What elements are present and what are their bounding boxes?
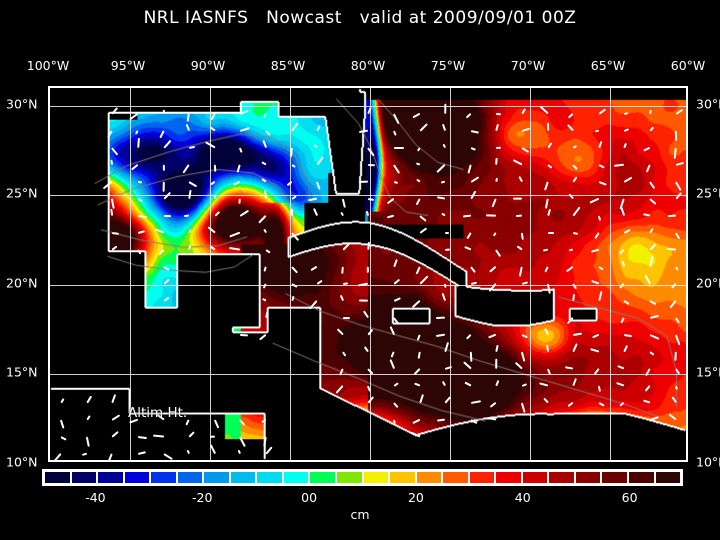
colorbar-swatch (442, 471, 469, 484)
colorbar-swatch (282, 471, 310, 484)
figure-title: NRL IASNFS Nowcast valid at 2009/09/01 0… (143, 8, 577, 28)
colorbar-swatch (44, 471, 71, 484)
colorbar-swatch (203, 471, 230, 484)
colorbar-swatch (362, 471, 390, 484)
colorbar-swatch (548, 471, 575, 484)
map-panel[interactable] (48, 86, 688, 462)
current-vector (393, 147, 404, 149)
colorbar-swatch (229, 471, 257, 484)
current-vector (290, 209, 293, 216)
colorbar-unit: cm (350, 507, 370, 522)
colorbar-swatch (574, 471, 602, 484)
lon-tick-label: 80°W (350, 58, 386, 73)
colorbar[interactable] (42, 469, 683, 486)
lon-tick-label: 100°W (26, 58, 70, 73)
lat-tick-label: 15°N (696, 364, 720, 380)
colorbar-tick-label: 20 (407, 490, 424, 505)
colorbar-swatch (176, 471, 204, 484)
colorbar-swatch (521, 471, 549, 484)
lon-tick-label: 65°W (590, 58, 626, 73)
current-vector (342, 317, 350, 319)
current-vector (513, 198, 523, 200)
current-vector (470, 351, 473, 363)
colorbar-swatch (468, 471, 496, 484)
colorbar-swatch (628, 471, 655, 484)
grid-parallel (50, 374, 686, 376)
colorbar-swatch (70, 471, 98, 484)
lat-tick-label: 30°N (696, 96, 720, 112)
lat-tick-label: 20°N (6, 275, 38, 291)
grid-meridian (370, 88, 371, 460)
current-vector (359, 300, 369, 302)
grid-meridian (210, 88, 211, 460)
current-vector (214, 194, 216, 199)
lat-tick-label: 25°N (696, 185, 720, 201)
lon-tick-label: 60°W (670, 58, 706, 73)
colorbar-tick-label: 60 (621, 490, 638, 505)
current-vector (163, 215, 171, 217)
current-vector (547, 232, 554, 234)
colorbar-swatch (654, 471, 682, 484)
lon-tick-label: 70°W (510, 58, 546, 73)
current-vector (674, 130, 677, 141)
lat-tick-label: 15°N (6, 364, 38, 380)
colorbar-swatch (495, 471, 522, 484)
current-vector (162, 109, 165, 114)
current-vector (162, 164, 165, 172)
colorbar-swatch (336, 471, 363, 484)
grid-meridian (530, 88, 531, 460)
current-vector (546, 123, 549, 131)
colorbar-tick-label: 00 (301, 490, 318, 505)
lat-tick-label: 10°N (6, 454, 38, 470)
grid-parallel (50, 105, 686, 107)
colorbar-swatch (150, 471, 177, 484)
lat-tick-label: 20°N (696, 275, 720, 291)
field-label: Altim Ht. (128, 405, 188, 421)
grid-meridian (450, 88, 451, 460)
colorbar-swatch (256, 471, 283, 484)
lon-tick-label: 95°W (110, 58, 146, 73)
lat-tick-label: 10°N (696, 454, 720, 470)
colorbar-swatch (309, 471, 337, 484)
colorbar-swatch (415, 471, 443, 484)
colorbar-tick-label: -40 (85, 490, 106, 505)
current-vector (290, 147, 293, 158)
grid-meridian (290, 88, 291, 460)
lon-tick-label: 90°W (190, 58, 226, 73)
current-vector (674, 351, 677, 361)
current-vector (162, 181, 165, 192)
current-vector (137, 181, 143, 183)
grid-parallel (50, 195, 686, 197)
current-vector (368, 164, 375, 166)
lon-tick-label: 85°W (270, 58, 306, 73)
colorbar-swatch (601, 471, 629, 484)
grid-parallel (50, 284, 686, 286)
colorbar-swatch (97, 471, 124, 484)
current-vector (486, 214, 497, 217)
lon-tick-label: 75°W (430, 58, 466, 73)
colorbar-tick-label: 40 (514, 490, 531, 505)
grid-meridian (130, 88, 131, 460)
colorbar-tick-label: -20 (192, 490, 213, 505)
current-vector (341, 266, 344, 275)
lat-tick-label: 30°N (6, 96, 38, 112)
current-vector (214, 164, 217, 172)
lat-tick-label: 25°N (6, 185, 38, 201)
colorbar-swatch (389, 471, 416, 484)
current-vector (445, 232, 450, 234)
colorbar-swatch (123, 471, 151, 484)
grid-meridian (610, 88, 611, 460)
